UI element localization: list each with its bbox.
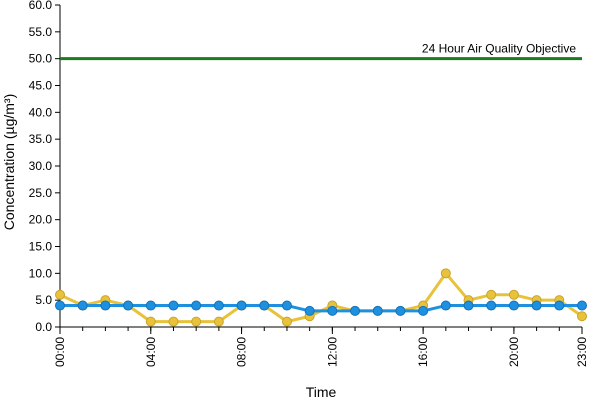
series-line (59, 271, 583, 324)
x-axis-title: Time (306, 384, 337, 400)
x-tick-label: 08:00 (235, 337, 249, 367)
data-point (77, 300, 88, 311)
data-point (191, 316, 202, 327)
data-point (55, 289, 65, 300)
reference-line-group: 24 Hour Air Quality Objective (60, 42, 582, 61)
y-axis: 0.0 5.0 10.0 15.0 20.0 25.0 30.0 35.0 40.0 45.0 50… (29, 0, 61, 334)
y-tick-label: 45.0 (29, 79, 53, 93)
data-point (55, 300, 65, 311)
y-tick-label: 55.0 (29, 25, 53, 39)
data-point (486, 289, 497, 300)
y-tick-label: 5.0 (35, 293, 52, 307)
data-point (395, 305, 406, 316)
y-tick-label: 10.0 (29, 266, 53, 280)
data-point (213, 300, 224, 311)
y-tick-label: 20.0 (29, 213, 53, 227)
data-point (100, 300, 111, 311)
y-axis-title: Concentration (µg/m³) (1, 94, 17, 230)
data-point (213, 316, 224, 327)
series-1 (55, 268, 587, 327)
data-point (168, 300, 179, 311)
x-axis: 00:00 04:00 08:00 12:00 16:00 20:00 23:00 (53, 326, 589, 367)
y-tick-label: 50.0 (29, 52, 53, 66)
data-point (508, 300, 519, 311)
series-2 (55, 300, 587, 316)
data-point (486, 300, 497, 311)
data-point (508, 289, 519, 300)
data-point (281, 316, 292, 327)
y-tick-label: 60.0 (29, 0, 53, 12)
x-tick-label: 20:00 (507, 337, 521, 367)
data-point (554, 300, 565, 311)
y-tick-label: 35.0 (29, 132, 53, 146)
y-tick-label: 25.0 (29, 186, 53, 200)
data-point (463, 300, 474, 311)
series-group (55, 268, 587, 327)
series-line (60, 304, 582, 313)
x-tick-label: 12:00 (325, 337, 339, 367)
data-point (418, 305, 429, 316)
data-point (281, 300, 292, 311)
y-tick-label: 30.0 (29, 159, 53, 173)
data-point (440, 300, 451, 311)
data-point (123, 300, 134, 311)
data-point (577, 311, 587, 322)
data-point (304, 305, 315, 316)
x-tick-label: 16:00 (416, 337, 430, 367)
data-point (145, 316, 156, 327)
data-point (236, 300, 247, 311)
data-point (168, 316, 179, 327)
y-tick-label: 40.0 (29, 105, 53, 119)
data-point (531, 300, 542, 311)
data-point (372, 305, 383, 316)
objective-label: 24 Hour Air Quality Objective (422, 42, 576, 56)
x-tick-label: 04:00 (144, 337, 158, 367)
data-point (327, 305, 338, 316)
data-point (191, 300, 202, 311)
data-point (259, 300, 270, 311)
data-point (440, 268, 451, 279)
y-tick-label: 0.0 (35, 320, 52, 334)
data-point (145, 300, 156, 311)
data-point (577, 300, 587, 311)
x-tick-label: 00:00 (53, 337, 67, 367)
x-tick-label: 23:00 (575, 337, 589, 367)
y-tick-label: 15.0 (29, 240, 53, 254)
data-point (350, 305, 361, 316)
